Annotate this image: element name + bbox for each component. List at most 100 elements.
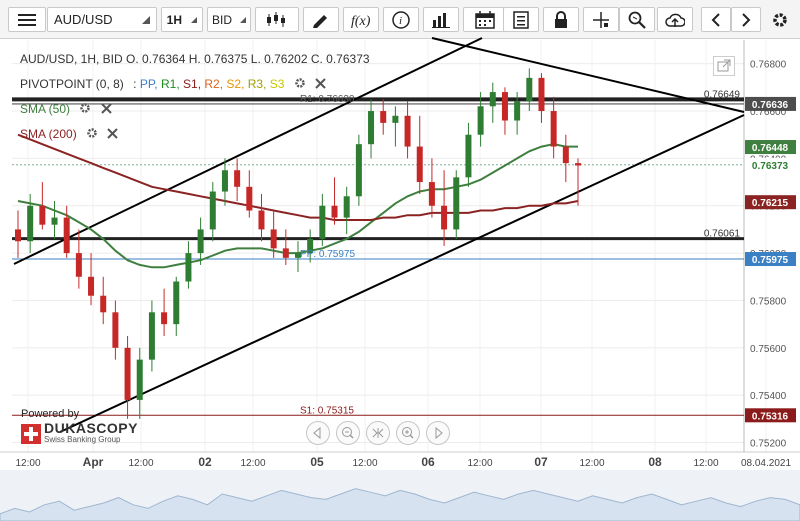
candle-body	[550, 111, 557, 147]
x-tick-label: 08.04.2021	[741, 458, 791, 469]
trend-lines	[13, 37, 745, 433]
sma200-remove-button[interactable]	[107, 128, 119, 142]
overview-area	[0, 488, 800, 521]
sma50-legend: SMA (50)	[20, 102, 112, 117]
lock-button[interactable]	[543, 7, 579, 32]
reset-button[interactable]	[366, 421, 390, 445]
candle-body	[282, 248, 289, 258]
triangle-right-icon	[435, 426, 443, 440]
pencil-icon	[313, 14, 327, 28]
s2-legend: S2,	[226, 77, 245, 91]
s1-label: S1: 0.75315	[300, 405, 354, 416]
y-tick-label: 0.75200	[750, 439, 787, 450]
pivot-remove-button[interactable]	[315, 78, 326, 92]
sma50-label: SMA (50)	[20, 102, 71, 116]
x-tick-label: 07	[534, 455, 548, 469]
x-tick-label: 02	[198, 455, 212, 469]
candle-body	[27, 205, 34, 242]
popout-button[interactable]	[713, 56, 735, 76]
resistance-label: 0.76649	[704, 89, 741, 100]
candle-body	[39, 205, 46, 225]
sma50-remove-button[interactable]	[100, 103, 112, 117]
zoom-out-button[interactable]	[336, 421, 360, 445]
candle-body	[112, 312, 119, 348]
candle-body	[75, 253, 82, 277]
svg-text:f(x): f(x)	[351, 14, 371, 28]
pivot-settings-button[interactable]	[294, 77, 306, 92]
candle-body	[148, 312, 155, 360]
document-icon	[513, 10, 529, 29]
pp-legend: PP,	[139, 77, 158, 91]
candle-body	[88, 276, 95, 296]
symbol-value: AUD/USD	[54, 12, 113, 27]
candle-body	[514, 101, 521, 121]
candle-body	[161, 312, 168, 325]
swiss-cross-icon	[21, 423, 41, 444]
timeframe-select[interactable]: 1H	[161, 7, 203, 32]
nav-next-button[interactable]	[426, 421, 450, 445]
indicators-button[interactable]: f(x)	[343, 7, 379, 32]
candle-body	[392, 115, 399, 123]
x-tick-label: 12:00	[352, 458, 377, 469]
r3-legend: R3,	[247, 77, 267, 91]
price-side-select[interactable]: BID	[207, 7, 251, 32]
dropdown-icon	[142, 15, 150, 24]
chevron-left-icon	[711, 12, 720, 27]
cloud-upload-icon	[665, 13, 685, 27]
sma50-line	[17, 143, 578, 269]
sma50-settings-button[interactable]	[79, 102, 91, 117]
close-icon	[107, 128, 119, 139]
candle-body	[124, 347, 131, 400]
timeframe-value: 1H	[166, 12, 182, 27]
bar-chart-icon	[432, 12, 450, 28]
crosshair-button[interactable]	[583, 7, 619, 32]
powered-by: Powered by	[21, 408, 80, 420]
scroll-right-button[interactable]	[731, 7, 761, 32]
settings-button[interactable]	[767, 7, 793, 32]
zoom-button[interactable]	[619, 7, 655, 32]
y-tick-label: 0.75800	[750, 296, 787, 307]
zoom-in-button[interactable]	[396, 421, 420, 445]
drawing-tools-button[interactable]	[303, 7, 339, 32]
zoom-in-icon	[402, 427, 414, 439]
navigation-controls	[306, 421, 450, 445]
candle-body	[404, 115, 411, 147]
calendar-button[interactable]	[463, 7, 507, 32]
sma200-settings-button[interactable]	[86, 127, 98, 142]
x-tick-label: 05	[310, 455, 324, 469]
upper-channel-line[interactable]	[13, 37, 483, 265]
y-tick-label: 0.75600	[750, 344, 787, 355]
templates-button[interactable]	[503, 7, 539, 32]
brand-name: DUKASCOPY	[44, 420, 138, 436]
candle-body	[63, 217, 70, 254]
sma50-price-tag: 0.76448	[752, 143, 789, 154]
dropdown-icon	[191, 16, 198, 23]
close-icon	[100, 103, 112, 114]
gear-icon	[87, 128, 97, 139]
overview-navigator[interactable]	[0, 470, 800, 521]
descending-line[interactable]	[431, 37, 745, 113]
chart-type-button[interactable]	[255, 7, 299, 32]
y-tick-label: 0.76000	[750, 249, 787, 260]
candle-body	[51, 217, 58, 225]
info-button[interactable]: i	[383, 7, 419, 32]
upload-button[interactable]	[657, 7, 693, 32]
candle-body	[501, 92, 508, 121]
symbol-select[interactable]: AUD/USD	[47, 7, 157, 32]
svg-text:i: i	[399, 15, 402, 27]
candle-body	[221, 170, 228, 192]
external-link-icon	[717, 59, 731, 72]
s1-price-tag-bg	[745, 408, 796, 423]
close-price-tag: 0.76373	[752, 161, 789, 172]
pp-label: PP: 0.75975	[300, 249, 355, 260]
hamburger-icon	[18, 13, 36, 26]
sma200-label: SMA (200)	[20, 127, 77, 141]
scroll-left-button[interactable]	[701, 7, 731, 32]
candle-body	[136, 359, 143, 400]
lower-channel-line[interactable]	[59, 114, 745, 433]
menu-button[interactable]	[8, 7, 46, 32]
gear-icon	[80, 103, 91, 114]
volume-button[interactable]	[423, 7, 459, 32]
s3-legend: S3	[269, 77, 285, 91]
nav-prev-button[interactable]	[306, 421, 330, 445]
